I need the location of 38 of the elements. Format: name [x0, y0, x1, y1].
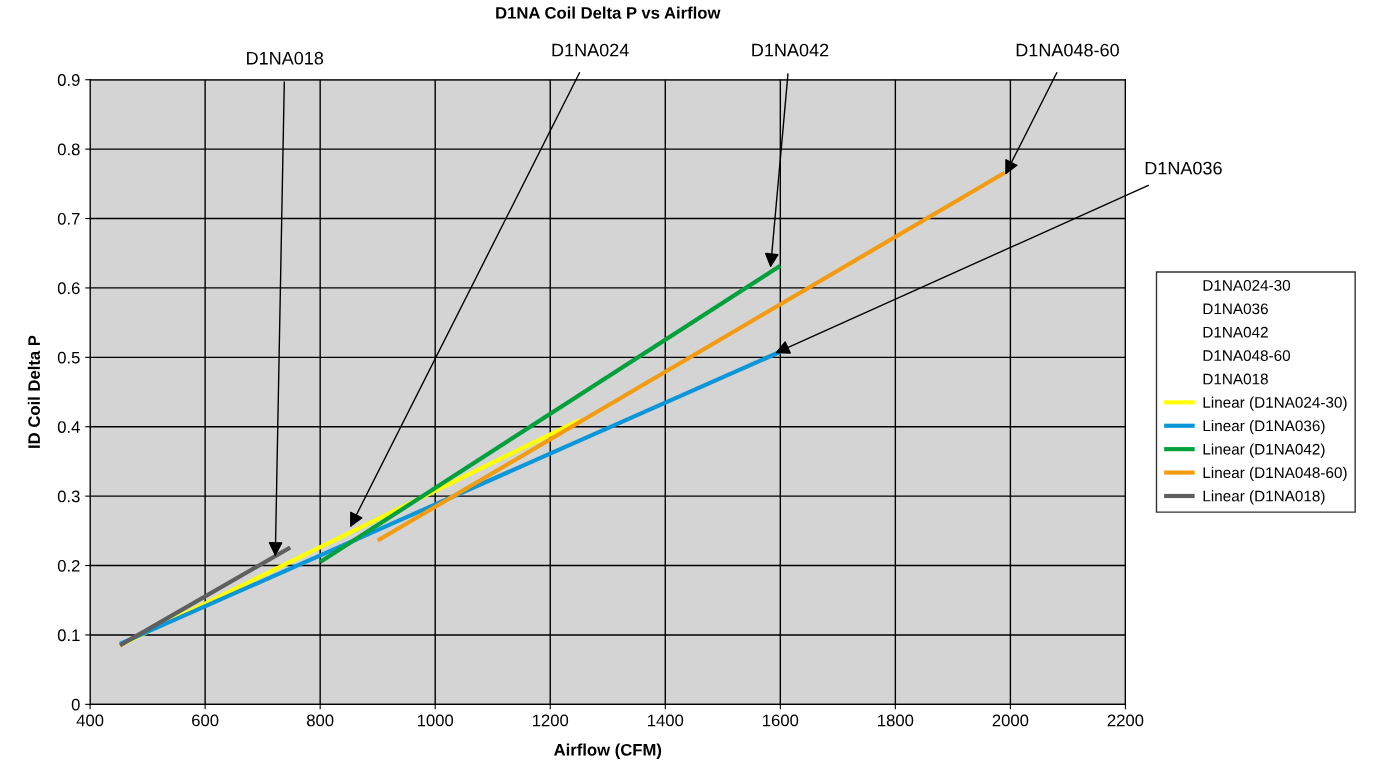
chart-title: D1NA Coil Delta P vs Airflow — [496, 6, 721, 19]
x-tick-label: 2200 — [1107, 714, 1144, 727]
annotation: D1NA024 — [552, 43, 629, 57]
y-tick-label: 0.1 — [57, 629, 80, 642]
x-tick-label: 1600 — [763, 714, 799, 727]
y-tick-label: 0.2 — [57, 559, 80, 572]
y-tick-label: 0.9 — [57, 74, 80, 86]
text: D1NA018 — [1203, 373, 1268, 385]
text: D1NA048-60 — [1203, 350, 1291, 362]
legend-label: Linear (D1NA036) — [1203, 420, 1325, 435]
y-tick-label: 0.6 — [57, 282, 80, 295]
y-tick-label: 0.7 — [57, 212, 80, 225]
legend-label: Linear (D1NA024-30) — [1203, 396, 1347, 411]
legend-label: Linear (D1NA042) — [1203, 443, 1325, 458]
y-tick-label: 0.8 — [57, 143, 80, 156]
y-tick-label: 0.4 — [57, 421, 80, 433]
y-tick-label: 0.5 — [57, 351, 80, 364]
legend-label: Linear (D1NA048-60) — [1203, 466, 1347, 482]
x-tick-label: 600 — [192, 714, 219, 727]
x-axis-title: Airflow (CFM) — [554, 743, 662, 760]
x-tick-label: 1800 — [878, 714, 914, 727]
y-axis-title: ID Coil Delta P — [27, 335, 41, 448]
y-tick-label: 0 — [71, 698, 80, 711]
x-tick-label: 1200 — [532, 714, 569, 727]
x-tick-label: 1000 — [417, 714, 454, 727]
annotation: D1NA048-60 — [1016, 43, 1119, 57]
text: D1NA036 — [1203, 303, 1268, 315]
x-tick-label: 2000 — [992, 714, 1029, 727]
y-tick-label: 0.3 — [57, 490, 80, 503]
text: D1NA042 — [1203, 326, 1268, 338]
x-tick-label: 1400 — [648, 714, 684, 727]
annotation: D1NA018 — [247, 51, 324, 65]
x-tick-label: 400 — [76, 714, 104, 727]
x-tick-label: 800 — [306, 714, 334, 727]
annotation: D1NA042 — [752, 43, 829, 57]
annotation: D1NA036 — [1145, 161, 1222, 175]
text: D1NA024-30 — [1203, 279, 1291, 291]
legend-label: Linear (D1NA018) — [1203, 490, 1325, 505]
